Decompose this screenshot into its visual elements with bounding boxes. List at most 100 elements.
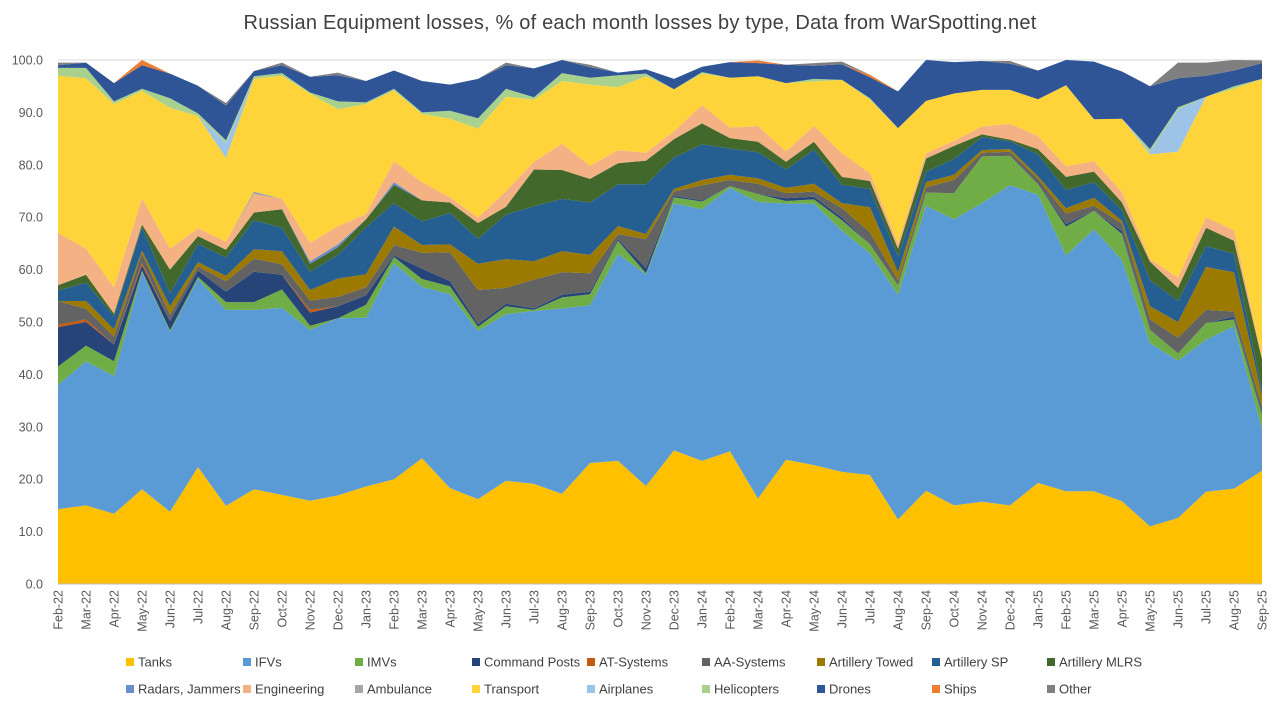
legend-item: Artillery MLRS xyxy=(1047,655,1142,670)
legend-item: Radars, Jammers xyxy=(126,682,241,697)
series-area-tanks xyxy=(58,450,1262,584)
legend-item: Ships xyxy=(932,682,977,697)
legend-label: Artillery Towed xyxy=(829,655,913,670)
legend-label: Engineering xyxy=(255,682,324,697)
y-tick-label: 100.0 xyxy=(12,54,43,68)
legend-item: Tanks xyxy=(126,655,172,670)
legend-swatch xyxy=(126,685,134,693)
legend-swatch xyxy=(472,685,480,693)
legend-item: AT-Systems xyxy=(587,655,669,670)
x-tick-label: Feb-22 xyxy=(52,590,66,630)
y-tick-label: 30.0 xyxy=(19,420,43,434)
legend-item: IFVs xyxy=(243,655,282,670)
y-tick-label: 80.0 xyxy=(19,158,43,172)
x-tick-label: Sep-24 xyxy=(920,590,934,630)
y-tick-label: 20.0 xyxy=(19,473,43,487)
x-tick-label: Jul-22 xyxy=(192,590,206,624)
legend-item: Drones xyxy=(817,682,871,697)
x-tick-label: Jul-25 xyxy=(1200,590,1214,624)
x-tick-label: May-22 xyxy=(136,590,150,632)
x-tick-label: Jul-23 xyxy=(528,590,542,624)
legend-label: Radars, Jammers xyxy=(138,682,241,697)
legend-item: IMVs xyxy=(355,655,397,670)
x-tick-label: Oct-22 xyxy=(276,590,290,628)
legend-label: Other xyxy=(1059,682,1092,697)
series-area-engineering xyxy=(58,105,1262,360)
x-tick-label: Mar-24 xyxy=(752,590,766,630)
legend-swatch xyxy=(817,685,825,693)
legend-label: Airplanes xyxy=(599,682,654,697)
series-area-artillery-towed xyxy=(58,149,1262,407)
y-tick-label: 50.0 xyxy=(19,316,43,330)
legend-swatch xyxy=(932,658,940,666)
x-tick-label: Oct-24 xyxy=(948,590,962,628)
legend-swatch xyxy=(587,685,595,693)
legend-swatch xyxy=(243,685,251,693)
legend-swatch xyxy=(1047,658,1055,666)
legend-item: Artillery Towed xyxy=(817,655,913,670)
series-area-artillery-sp xyxy=(58,137,1262,396)
legend-swatch xyxy=(932,685,940,693)
x-tick-label: Mar-23 xyxy=(416,590,430,630)
y-tick-label: 0.0 xyxy=(26,578,43,592)
x-tick-label: Apr-22 xyxy=(108,590,122,628)
legend-label: Artillery SP xyxy=(944,655,1008,670)
legend-swatch xyxy=(126,658,134,666)
x-tick-label: Dec-22 xyxy=(332,590,346,630)
series-area-drones xyxy=(58,60,1262,150)
x-tick-label: Dec-23 xyxy=(668,590,682,630)
legend-swatch xyxy=(472,658,480,666)
x-tick-label: May-25 xyxy=(1144,590,1158,632)
x-tick-label: Jul-24 xyxy=(864,590,878,624)
legend-swatch xyxy=(587,658,595,666)
legend-label: AA-Systems xyxy=(714,655,786,670)
x-tick-label: May-23 xyxy=(472,590,486,632)
x-tick-label: Mar-22 xyxy=(80,590,94,630)
x-tick-label: Nov-22 xyxy=(304,590,318,630)
y-tick-label: 60.0 xyxy=(19,263,43,277)
series-area-radars-jammers xyxy=(58,123,1262,360)
x-tick-label: Aug-24 xyxy=(892,590,906,630)
x-axis-ticks: Feb-22 Mar-22 Apr-22 May-22 Jun-22 Jul-22 Aug-… xyxy=(52,590,1270,632)
x-tick-label: Jun-25 xyxy=(1172,590,1186,628)
x-tick-label: Nov-24 xyxy=(976,590,990,630)
legend-swatch xyxy=(702,658,710,666)
legend-swatch xyxy=(355,685,363,693)
legend: Tanks IFVs IMVs Command Posts AT-Systems AA-S… xyxy=(126,655,1142,697)
legend-label: Transport xyxy=(484,682,540,697)
legend-label: Ships xyxy=(944,682,977,697)
legend-item: Airplanes xyxy=(587,682,654,697)
legend-item: Transport xyxy=(472,682,540,697)
x-tick-label: Aug-22 xyxy=(220,590,234,630)
legend-label: Ambulance xyxy=(367,682,432,697)
x-tick-label: Jan-23 xyxy=(360,590,374,628)
x-tick-label: Sep-23 xyxy=(584,590,598,630)
y-tick-label: 70.0 xyxy=(19,211,43,225)
x-tick-label: Apr-24 xyxy=(780,590,794,628)
x-tick-label: Apr-25 xyxy=(1116,590,1130,628)
x-tick-label: Dec-24 xyxy=(1004,590,1018,630)
y-tick-label: 90.0 xyxy=(19,106,43,120)
x-tick-label: Feb-25 xyxy=(1060,590,1074,630)
legend-swatch xyxy=(817,658,825,666)
x-tick-label: Sep-25 xyxy=(1256,590,1270,630)
x-tick-label: Apr-23 xyxy=(444,590,458,628)
legend-item: Other xyxy=(1047,682,1092,697)
x-tick-label: Jun-24 xyxy=(836,590,850,628)
legend-item: Artillery SP xyxy=(932,655,1008,670)
series-area-ifvs xyxy=(58,185,1262,527)
legend-label: Artillery MLRS xyxy=(1059,655,1142,670)
legend-label: Command Posts xyxy=(484,655,581,670)
x-tick-label: Nov-23 xyxy=(640,590,654,630)
legend-label: AT-Systems xyxy=(599,655,669,670)
legend-label: Helicopters xyxy=(714,682,780,697)
x-tick-label: Jan-24 xyxy=(696,590,710,628)
legend-swatch xyxy=(1047,685,1055,693)
x-tick-label: Jun-22 xyxy=(164,590,178,628)
legend-swatch xyxy=(355,658,363,666)
y-tick-label: 40.0 xyxy=(19,368,43,382)
x-tick-label: Feb-23 xyxy=(388,590,402,630)
x-tick-label: Jan-25 xyxy=(1032,590,1046,628)
y-axis-ticks: 0.0 10.0 20.0 30.0 40.0 50.0 60.0 70.0 80.0 90.0 1… xyxy=(12,54,43,592)
x-tick-label: Aug-23 xyxy=(556,590,570,630)
